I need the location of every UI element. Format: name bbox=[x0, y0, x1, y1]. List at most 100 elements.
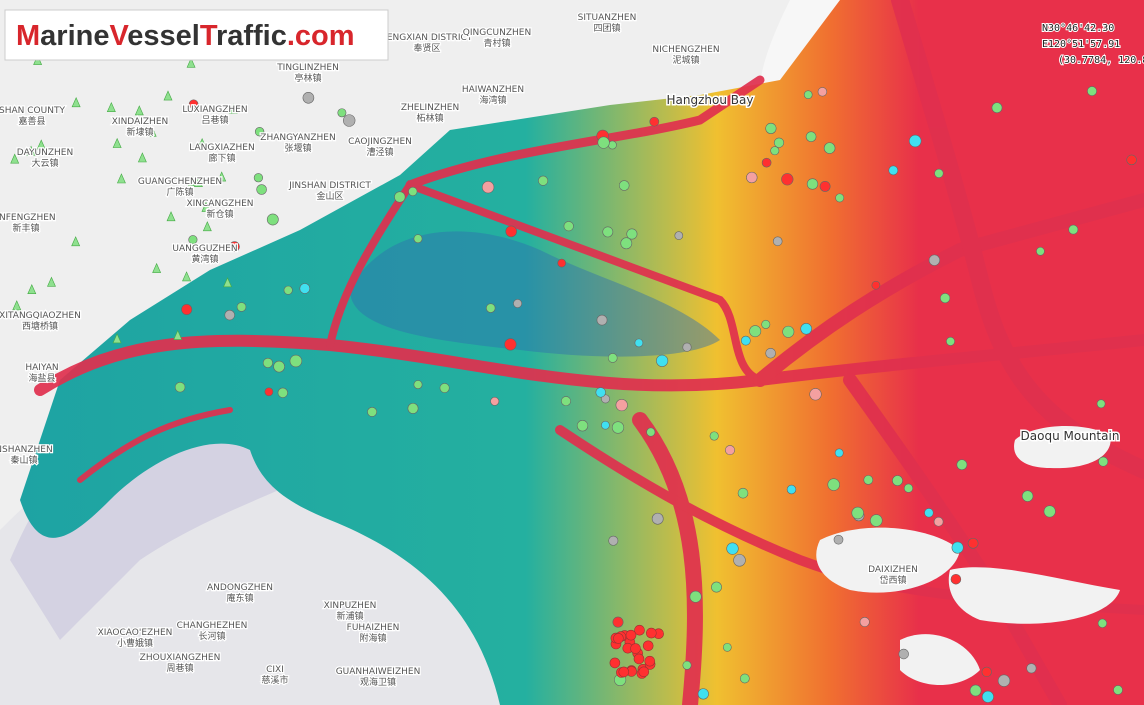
ship-marker[interactable] bbox=[956, 459, 968, 471]
ship-marker[interactable] bbox=[601, 420, 610, 430]
ship-marker[interactable] bbox=[256, 184, 267, 195]
ship-marker[interactable] bbox=[504, 338, 517, 351]
ship-marker[interactable] bbox=[615, 399, 628, 412]
ship-marker[interactable] bbox=[1068, 224, 1079, 235]
ship-marker[interactable] bbox=[224, 309, 235, 321]
ship-marker[interactable] bbox=[682, 660, 692, 670]
ship-marker[interactable] bbox=[273, 360, 285, 373]
ship-marker[interactable] bbox=[934, 168, 944, 179]
ship-marker[interactable] bbox=[618, 180, 630, 191]
ship-marker[interactable] bbox=[561, 396, 571, 407]
ship-marker[interactable] bbox=[805, 131, 817, 142]
ship-marker[interactable] bbox=[481, 181, 495, 194]
ship-marker[interactable] bbox=[646, 427, 656, 437]
ship-marker[interactable] bbox=[898, 648, 909, 660]
ship-marker[interactable] bbox=[289, 354, 303, 368]
ship-marker[interactable] bbox=[229, 241, 240, 252]
ship-marker[interactable] bbox=[981, 690, 994, 703]
ship-marker[interactable] bbox=[264, 387, 274, 397]
ship-marker[interactable] bbox=[870, 514, 883, 527]
ship-marker[interactable] bbox=[505, 225, 517, 238]
ship-marker[interactable] bbox=[928, 254, 941, 266]
ship-marker[interactable] bbox=[888, 165, 899, 176]
ship-marker[interactable] bbox=[739, 673, 750, 684]
ship-marker[interactable] bbox=[725, 445, 735, 456]
ship-marker[interactable] bbox=[283, 285, 293, 295]
ship-marker[interactable] bbox=[595, 387, 606, 398]
ship-marker[interactable] bbox=[413, 380, 423, 390]
ship-marker[interactable] bbox=[656, 354, 669, 367]
ship-marker[interactable] bbox=[969, 684, 982, 697]
ship-marker[interactable] bbox=[188, 99, 199, 109]
ship-marker[interactable] bbox=[765, 122, 777, 134]
ship-marker[interactable] bbox=[772, 236, 783, 247]
ship-marker[interactable] bbox=[563, 221, 574, 232]
ship-marker[interactable] bbox=[236, 302, 247, 312]
ship-marker[interactable] bbox=[485, 303, 496, 313]
ship-marker[interactable] bbox=[682, 342, 692, 352]
ship-marker[interactable] bbox=[1036, 246, 1045, 256]
ship-marker[interactable] bbox=[892, 475, 903, 487]
ship-marker[interactable] bbox=[761, 319, 771, 329]
ship-marker[interactable] bbox=[634, 338, 644, 348]
ship-marker[interactable] bbox=[262, 357, 273, 368]
ship-marker[interactable] bbox=[781, 173, 794, 186]
ship-marker[interactable] bbox=[809, 388, 822, 401]
ship-marker[interactable] bbox=[709, 431, 719, 441]
ship-marker[interactable] bbox=[367, 406, 378, 417]
ship-marker[interactable] bbox=[408, 186, 418, 197]
ship-marker[interactable] bbox=[413, 234, 423, 244]
ship-marker[interactable] bbox=[908, 134, 922, 148]
ship-marker[interactable] bbox=[1043, 505, 1056, 518]
ship-marker[interactable] bbox=[740, 335, 751, 346]
ship-marker[interactable] bbox=[827, 478, 840, 491]
ship-marker[interactable] bbox=[834, 448, 844, 458]
ship-marker[interactable] bbox=[924, 508, 934, 518]
ship-marker[interactable] bbox=[819, 180, 831, 192]
ship-marker[interactable] bbox=[733, 554, 746, 567]
ship-marker[interactable] bbox=[765, 347, 776, 359]
ship-marker[interactable] bbox=[997, 674, 1011, 687]
ship-marker[interactable] bbox=[602, 226, 614, 238]
ship-marker[interactable] bbox=[254, 127, 265, 137]
ship-marker[interactable] bbox=[596, 314, 608, 326]
ship-marker[interactable] bbox=[1097, 618, 1108, 628]
ship-marker[interactable] bbox=[337, 108, 347, 118]
ship-marker[interactable] bbox=[649, 116, 660, 127]
ship-marker[interactable] bbox=[950, 573, 962, 585]
ship-marker[interactable] bbox=[940, 293, 951, 304]
ship-marker[interactable] bbox=[903, 483, 914, 493]
ship-marker[interactable] bbox=[611, 421, 625, 434]
ship-marker[interactable] bbox=[773, 137, 785, 148]
ship-marker[interactable] bbox=[991, 102, 1003, 114]
ship-marker[interactable] bbox=[576, 420, 589, 432]
ship-marker[interactable] bbox=[620, 237, 633, 250]
ship-marker[interactable] bbox=[608, 535, 619, 546]
ship-marker[interactable] bbox=[597, 136, 610, 149]
ship-marker[interactable] bbox=[859, 616, 870, 628]
ship-marker[interactable] bbox=[674, 231, 684, 240]
ship-marker[interactable] bbox=[817, 87, 828, 97]
ship-marker[interactable] bbox=[266, 213, 279, 226]
ship-marker[interactable] bbox=[981, 666, 992, 678]
logo[interactable]: MarineVesselTraffic.com bbox=[16, 20, 355, 52]
ship-marker[interactable] bbox=[749, 325, 762, 338]
ship-marker[interactable] bbox=[174, 381, 186, 393]
ship-marker[interactable] bbox=[343, 114, 356, 127]
ship-marker[interactable] bbox=[277, 387, 288, 398]
ship-marker[interactable] bbox=[601, 394, 610, 404]
ship-marker[interactable] bbox=[1098, 456, 1109, 467]
ship-marker[interactable] bbox=[188, 235, 198, 245]
ship-marker[interactable] bbox=[697, 688, 709, 700]
ship-marker[interactable] bbox=[302, 92, 315, 104]
ship-marker[interactable] bbox=[1126, 154, 1137, 166]
ship-marker[interactable] bbox=[946, 336, 955, 346]
ship-marker[interactable] bbox=[851, 506, 864, 520]
ship-marker[interactable] bbox=[823, 142, 836, 154]
ship-marker[interactable] bbox=[711, 581, 722, 593]
ship-marker[interactable] bbox=[407, 402, 419, 414]
ship-marker[interactable] bbox=[967, 537, 979, 549]
ship-marker[interactable] bbox=[557, 258, 567, 268]
ship-marker[interactable] bbox=[1096, 399, 1106, 409]
ship-marker[interactable] bbox=[863, 475, 874, 485]
